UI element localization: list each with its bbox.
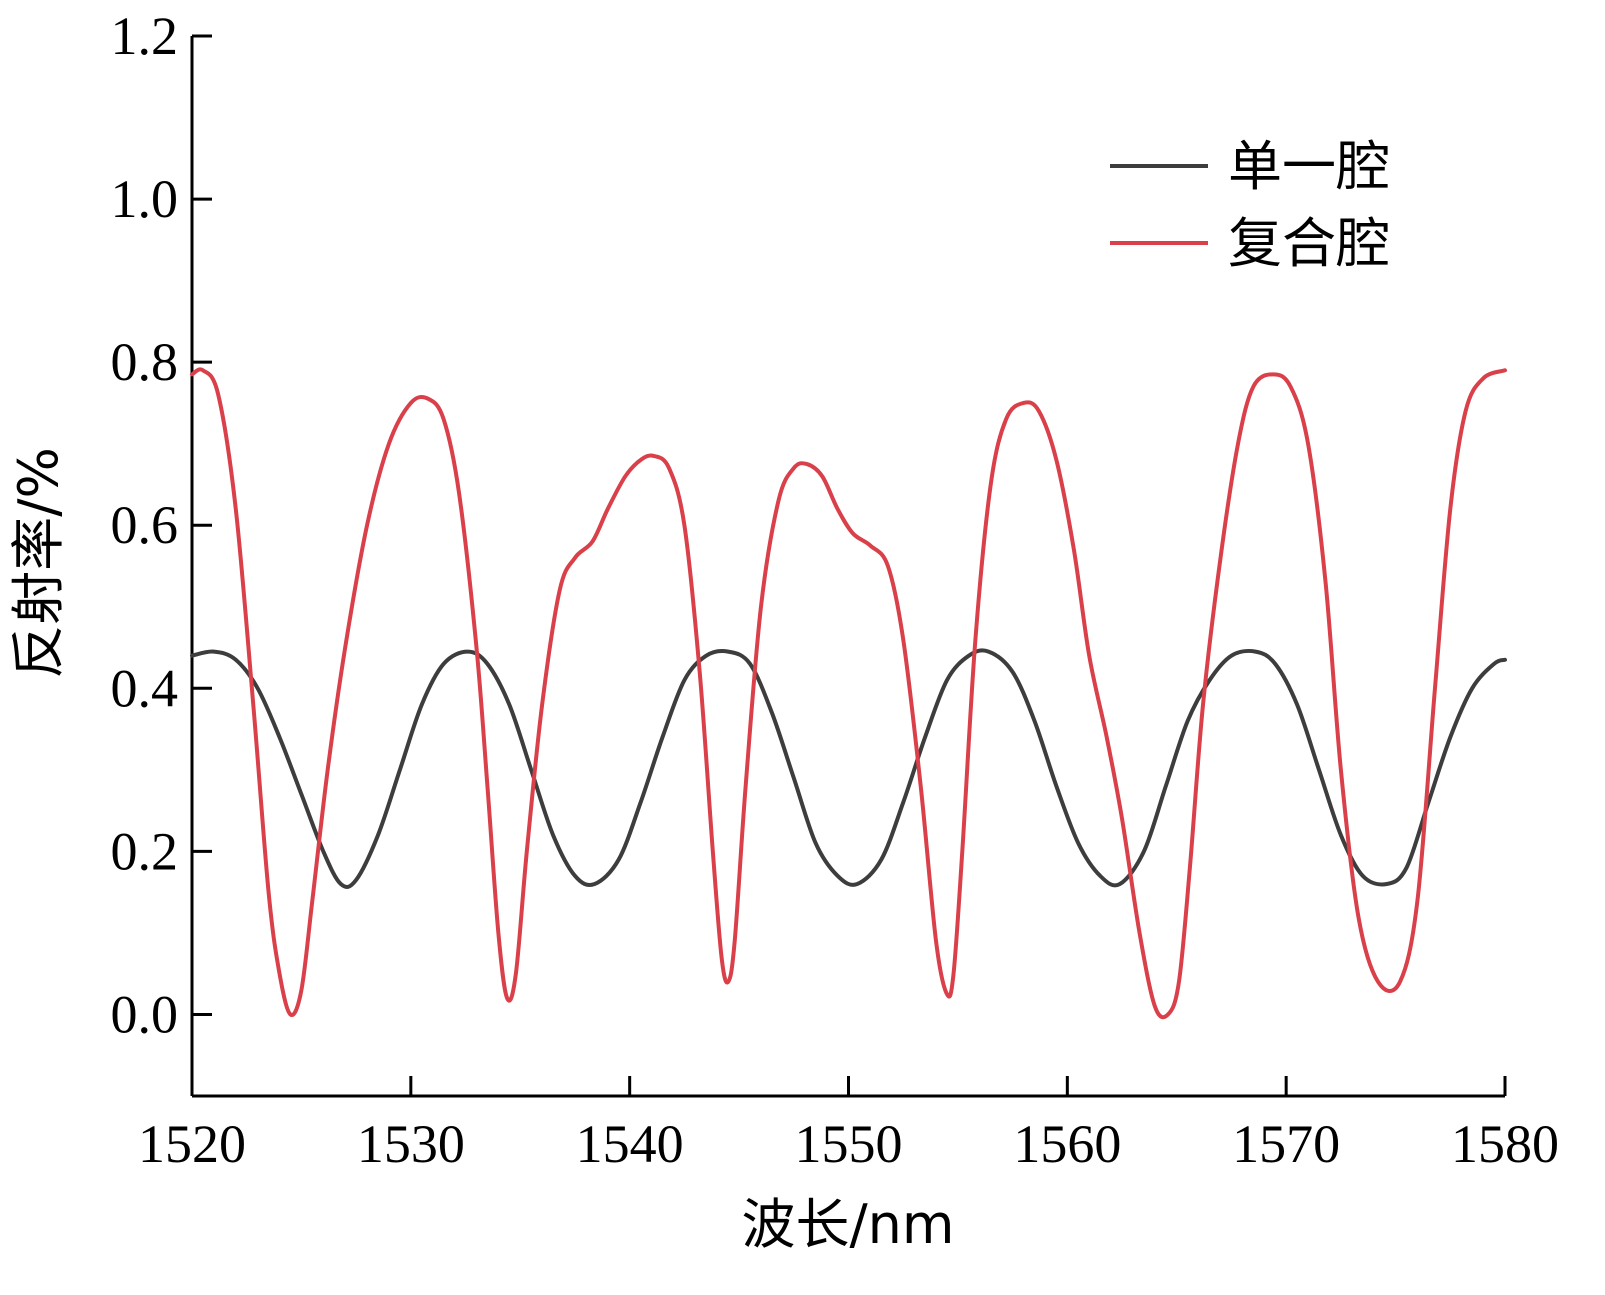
x-tick-label: 1530: [357, 1114, 465, 1174]
x-tick-label: 1560: [1013, 1114, 1121, 1174]
x-tick-label: 1580: [1451, 1114, 1559, 1174]
y-tick-label: 0.8: [111, 332, 179, 392]
series-layer: [190, 367, 1507, 1020]
series-line-compound-cavity: [190, 367, 1507, 1020]
y-tick-label: 0.4: [111, 658, 179, 718]
y-tick-label: 0.6: [111, 495, 179, 555]
y-axis-title: 反射率/%: [7, 447, 70, 679]
legend-label: 单一腔: [1228, 135, 1390, 198]
x-tick-label: 1540: [576, 1114, 684, 1174]
x-tick-label: 1570: [1232, 1114, 1340, 1174]
x-axis-title: 波长/nm: [741, 1193, 954, 1256]
x-tick-label: 1550: [795, 1114, 903, 1174]
x-tick-label: 1520: [138, 1114, 246, 1174]
y-tick-label: 0.0: [111, 984, 179, 1044]
y-tick-label: 1.2: [111, 6, 179, 66]
series-line-single-cavity: [190, 648, 1507, 889]
ticks-layer: 1520 1530 1540 1550 1560 1570 1580 0.0 0.2 0.4 0.6…: [111, 6, 1560, 1174]
y-tick-label: 1.0: [111, 169, 179, 229]
y-tick-label: 0.2: [111, 821, 179, 881]
legend-label: 复合腔: [1228, 212, 1390, 275]
